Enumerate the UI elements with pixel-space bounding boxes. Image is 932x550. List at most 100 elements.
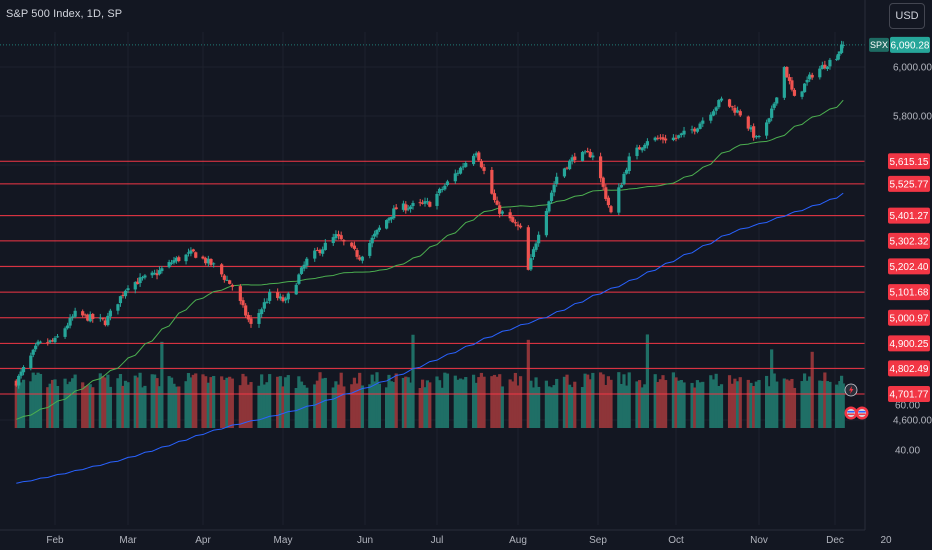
candle[interactable] (518, 223, 523, 229)
candle[interactable] (765, 119, 769, 139)
candle[interactable] (331, 233, 335, 246)
candle[interactable] (495, 196, 499, 206)
candle[interactable] (177, 255, 181, 263)
candle[interactable] (580, 150, 585, 162)
candle[interactable] (638, 145, 642, 150)
candle[interactable] (619, 182, 623, 188)
candle[interactable] (150, 270, 154, 279)
candle[interactable] (440, 186, 444, 193)
candle[interactable] (730, 105, 734, 111)
candle[interactable] (544, 208, 548, 238)
candle[interactable] (733, 104, 737, 116)
candle[interactable] (209, 258, 213, 267)
candle[interactable] (299, 266, 304, 275)
candle[interactable] (526, 225, 530, 271)
candle[interactable] (445, 179, 450, 187)
candle[interactable] (534, 241, 538, 252)
candle[interactable] (19, 368, 23, 379)
candle[interactable] (746, 115, 750, 131)
candle[interactable] (88, 311, 92, 323)
candle[interactable] (453, 169, 457, 184)
candle[interactable] (401, 200, 405, 212)
candle[interactable] (21, 365, 26, 376)
candle[interactable] (260, 307, 264, 318)
candle[interactable] (418, 198, 422, 207)
candle[interactable] (749, 124, 753, 133)
candle[interactable] (342, 239, 346, 246)
candle[interactable] (123, 289, 128, 299)
candle[interactable] (409, 205, 413, 213)
candle[interactable] (121, 292, 125, 299)
candle[interactable] (565, 166, 569, 170)
candle[interactable] (172, 256, 176, 265)
candle[interactable] (81, 309, 85, 318)
candle[interactable] (140, 275, 145, 281)
candle[interactable] (220, 263, 224, 278)
candle[interactable] (727, 98, 732, 108)
candle[interactable] (738, 109, 742, 118)
candle[interactable] (262, 298, 266, 312)
candle[interactable] (588, 148, 592, 158)
candle[interactable] (55, 333, 60, 338)
candle[interactable] (153, 269, 157, 276)
candle[interactable] (222, 273, 226, 283)
candle[interactable] (406, 205, 410, 212)
candle[interactable] (323, 239, 327, 251)
candle[interactable] (305, 257, 309, 269)
candle[interactable] (790, 76, 794, 92)
candle[interactable] (355, 247, 359, 260)
candle[interactable] (106, 312, 110, 327)
candle[interactable] (656, 135, 660, 141)
candle[interactable] (787, 73, 791, 85)
candle[interactable] (531, 246, 536, 260)
candle[interactable] (674, 134, 678, 142)
level-price-tag[interactable] (888, 360, 930, 377)
candle[interactable] (241, 297, 245, 308)
candle[interactable] (752, 123, 756, 141)
candle[interactable] (635, 144, 639, 160)
candle[interactable] (370, 235, 374, 248)
candle[interactable] (68, 314, 72, 329)
candle[interactable] (698, 121, 702, 130)
candle[interactable] (71, 314, 75, 321)
candle[interactable] (36, 339, 40, 347)
candle[interactable] (118, 295, 123, 307)
candle[interactable] (204, 256, 208, 266)
candle[interactable] (658, 134, 662, 141)
candle[interactable] (552, 181, 556, 197)
candle[interactable] (38, 340, 43, 344)
candle[interactable] (606, 195, 610, 208)
candle[interactable] (65, 322, 70, 330)
candle[interactable] (719, 96, 724, 103)
candle[interactable] (586, 147, 590, 153)
candle[interactable] (456, 170, 460, 176)
candle[interactable] (625, 167, 629, 175)
candle[interactable] (184, 253, 188, 265)
candle[interactable] (225, 275, 229, 281)
candle[interactable] (477, 151, 481, 162)
candle[interactable] (29, 352, 33, 371)
candle[interactable] (17, 374, 21, 389)
candle[interactable] (599, 152, 603, 183)
candle[interactable] (392, 205, 396, 220)
candle[interactable] (294, 282, 298, 295)
candle[interactable] (167, 259, 171, 269)
candle[interactable] (735, 106, 740, 114)
candle[interactable] (352, 241, 357, 251)
candle[interactable] (645, 138, 649, 149)
candle[interactable] (500, 210, 504, 217)
candle[interactable] (717, 99, 721, 110)
candle[interactable] (443, 183, 447, 191)
candle[interactable] (334, 230, 338, 241)
candle[interactable] (169, 259, 174, 266)
level-price-tag[interactable] (888, 386, 930, 403)
candle[interactable] (627, 152, 631, 175)
candle[interactable] (785, 66, 789, 78)
candle[interactable] (194, 251, 198, 259)
candle[interactable] (377, 225, 381, 233)
candle[interactable] (284, 296, 288, 304)
candle[interactable] (604, 184, 608, 201)
candle[interactable] (276, 288, 280, 301)
candle[interactable] (230, 283, 234, 291)
candle[interactable] (368, 239, 372, 259)
